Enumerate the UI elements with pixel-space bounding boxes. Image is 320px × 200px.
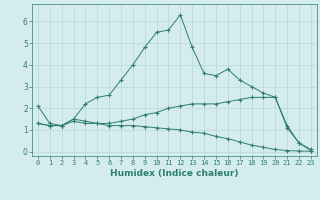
- X-axis label: Humidex (Indice chaleur): Humidex (Indice chaleur): [110, 169, 239, 178]
